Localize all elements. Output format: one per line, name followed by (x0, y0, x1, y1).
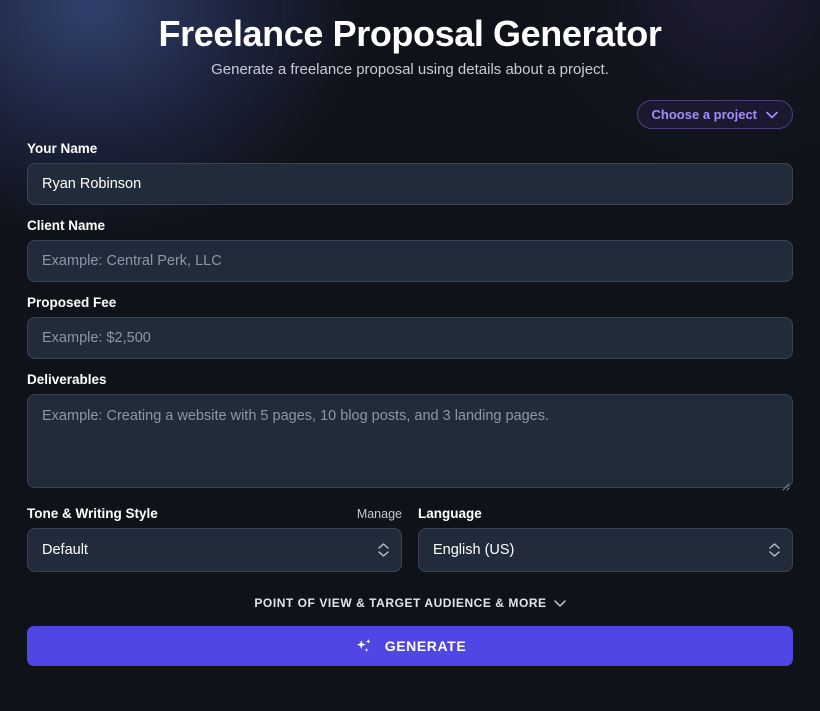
sparkles-icon (354, 636, 374, 656)
proposed-fee-label-row: Proposed Fee (27, 295, 793, 310)
client-name-input[interactable] (27, 240, 793, 283)
page-title: Freelance Proposal Generator (158, 13, 662, 54)
language-select-wrap: English (US) (418, 528, 793, 573)
field-language: Language English (US) (418, 506, 793, 573)
tone-select-wrap: Default (27, 528, 402, 573)
field-proposed-fee: Proposed Fee (27, 295, 793, 360)
language-label: Language (418, 506, 482, 522)
generate-button-wrap: GENERATE (0, 626, 820, 667)
tone-label-row: Tone & Writing Style Manage (27, 506, 402, 521)
page-subtitle: Generate a freelance proposal using deta… (211, 61, 609, 79)
field-tone: Tone & Writing Style Manage Default (27, 506, 402, 573)
proposed-fee-input[interactable] (27, 317, 793, 360)
field-client-name: Client Name (27, 218, 793, 283)
deliverables-label-row: Deliverables (27, 372, 793, 387)
your-name-label-row: Your Name (27, 141, 793, 156)
advanced-options-toggle[interactable]: POINT OF VIEW & TARGET AUDIENCE & MORE (0, 594, 820, 612)
proposal-form: Your Name Client Name Proposed Fee Deliv… (0, 141, 820, 573)
tone-label: Tone & Writing Style (27, 506, 158, 522)
deliverables-label: Deliverables (27, 372, 107, 388)
your-name-input[interactable] (27, 163, 793, 206)
language-select[interactable]: English (US) (418, 528, 793, 573)
client-name-label-row: Client Name (27, 218, 793, 233)
advanced-options-label: POINT OF VIEW & TARGET AUDIENCE & MORE (254, 596, 547, 611)
language-label-row: Language (418, 506, 793, 521)
proposed-fee-label: Proposed Fee (27, 295, 117, 311)
choose-project-label: Choose a project (651, 107, 757, 123)
project-chooser-row: Choose a project (0, 100, 820, 130)
choose-project-button[interactable]: Choose a project (636, 100, 793, 130)
generate-button[interactable]: GENERATE (27, 626, 793, 667)
chevron-down-icon (766, 111, 778, 119)
your-name-label: Your Name (27, 141, 98, 157)
field-deliverables: Deliverables (27, 372, 793, 493)
page-header: Freelance Proposal Generator Generate a … (0, 0, 820, 78)
field-your-name: Your Name (27, 141, 793, 206)
tone-select[interactable]: Default (27, 528, 402, 573)
tone-language-row: Tone & Writing Style Manage Default (27, 506, 793, 573)
generate-button-label: GENERATE (384, 638, 467, 655)
manage-tone-link[interactable]: Manage (356, 507, 402, 522)
deliverables-textarea-wrap (27, 394, 793, 493)
deliverables-textarea[interactable] (27, 394, 793, 489)
client-name-label: Client Name (27, 218, 106, 234)
chevron-down-icon (553, 594, 566, 612)
